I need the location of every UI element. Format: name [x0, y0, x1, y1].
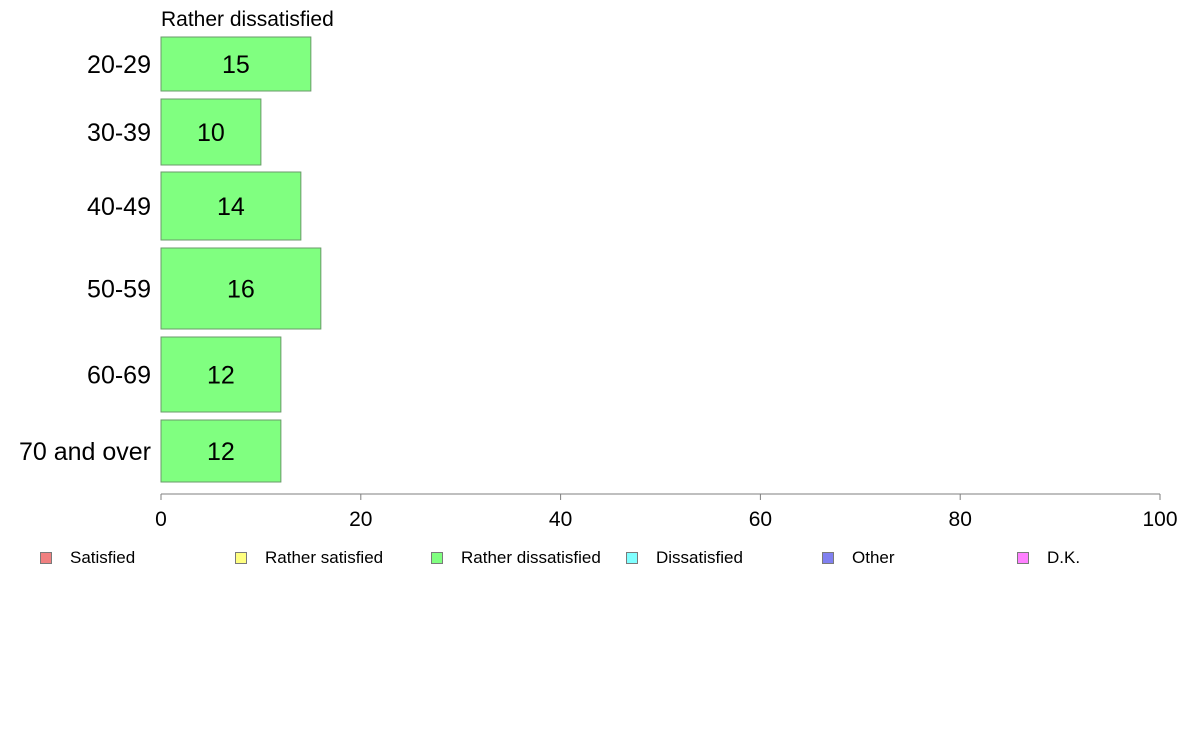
legend-item: Rather satisfied [235, 546, 383, 570]
bar-20-29 [160, 36, 312, 92]
data-label: 15 [222, 51, 250, 79]
data-label: 12 [207, 362, 235, 390]
category-label: 60-69 [87, 362, 151, 390]
bars-group: 15 20-29 10 30-39 14 40-49 16 50-59 12 60-69 12 70 … [19, 36, 322, 483]
legend-swatch [626, 552, 638, 564]
bar-60-69 [160, 336, 282, 413]
chart-title: Rather dissatisfied [161, 8, 334, 31]
x-tick-label: 40 [549, 508, 572, 531]
x-tick-label: 0 [155, 508, 167, 531]
data-label: 14 [217, 193, 245, 221]
category-label: 40-49 [87, 193, 151, 221]
legend-label: Satisfied [70, 548, 136, 567]
x-tick-label: 20 [349, 508, 372, 531]
category-label: 70 and over [19, 438, 151, 466]
legend-swatch [40, 552, 52, 564]
data-label: 10 [197, 119, 225, 147]
category-label: 50-59 [87, 276, 151, 304]
legend-label: Other [852, 548, 895, 567]
bar-70-and-over [160, 419, 282, 483]
x-axis: 0 20 40 60 80 100 [155, 493, 1178, 531]
legend-label: Rather satisfied [265, 548, 384, 567]
legend-swatch [1017, 552, 1029, 564]
legend-swatch [822, 552, 834, 564]
legend-item: Rather dissatisfied [431, 546, 601, 570]
category-label: 20-29 [87, 51, 151, 79]
data-label: 12 [207, 438, 235, 466]
legend-label: D.K. [1047, 548, 1081, 567]
legend-swatch [431, 552, 443, 564]
legend-swatch [235, 552, 247, 564]
legend-label: Rather dissatisfied [461, 548, 601, 567]
bar-50-59 [160, 247, 322, 330]
x-tick-label: 80 [949, 508, 972, 531]
legend: Satisfied Rather satisfied Rather dissatis… [0, 546, 1188, 570]
data-label: 16 [227, 276, 255, 304]
legend-item: D.K. [1017, 546, 1080, 570]
legend-item: Other [822, 546, 895, 570]
bar-chart: Rather dissatisfied 15 20-29 10 30-39 14 40-4… [19, 8, 1178, 531]
legend-item: Dissatisfied [626, 546, 743, 570]
legend-label: Dissatisfied [656, 548, 743, 567]
x-tick-label: 100 [1142, 508, 1177, 531]
x-tick-label: 60 [749, 508, 772, 531]
legend-item: Satisfied [40, 546, 135, 570]
bar-40-49 [160, 171, 302, 241]
bar-30-39 [160, 98, 262, 166]
category-label: 30-39 [87, 119, 151, 147]
